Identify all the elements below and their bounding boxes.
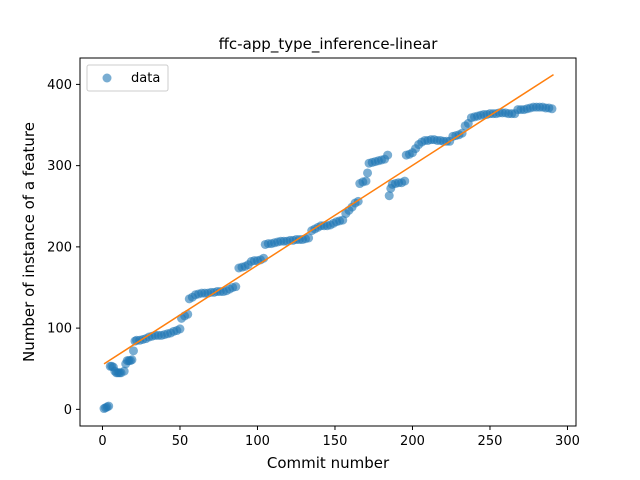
data-point-34 xyxy=(175,324,185,334)
x-tick-label-100: 100 xyxy=(245,434,270,449)
data-point-12 xyxy=(119,366,129,376)
data-point-111 xyxy=(400,176,410,186)
data-point-18 xyxy=(128,346,138,356)
data-point-77 xyxy=(304,233,314,243)
y-tick-label-0: 0 xyxy=(64,403,72,418)
data-point-3 xyxy=(104,401,114,411)
y-tick-label-100: 100 xyxy=(47,322,72,337)
y-tick-label-300: 300 xyxy=(47,159,72,174)
data-point-53 xyxy=(231,282,241,292)
data-point-17 xyxy=(127,355,137,365)
legend-label: data xyxy=(131,71,160,86)
y-axis: 0 100 200 300 400 xyxy=(47,78,80,418)
plot-area xyxy=(99,74,557,414)
data-point-97 xyxy=(363,168,373,178)
axes-frame xyxy=(79,57,577,427)
fit-line xyxy=(103,74,554,365)
chart-title: ffc-app_type_inference-linear xyxy=(219,35,439,54)
x-tick-label-200: 200 xyxy=(400,434,425,449)
x-axis: 0 50 100 150 200 250 300 xyxy=(98,426,580,449)
y-tick-label-200: 200 xyxy=(47,240,72,255)
data-point-159 xyxy=(547,104,557,114)
x-tick-label-0: 0 xyxy=(98,434,106,449)
legend: data xyxy=(86,64,169,92)
x-tick-label-50: 50 xyxy=(172,434,189,449)
x-tick-label-300: 300 xyxy=(555,434,580,449)
data-point-96 xyxy=(361,176,371,186)
legend-box xyxy=(86,64,169,92)
x-tick-label-250: 250 xyxy=(478,434,503,449)
data-point-104 xyxy=(383,150,393,160)
x-axis-label: Commit number xyxy=(267,454,390,472)
y-axis-label: Number of instance of a feature xyxy=(20,122,38,362)
y-tick-label-400: 400 xyxy=(47,78,72,93)
data-point-105 xyxy=(384,191,394,201)
legend-marker xyxy=(102,73,112,83)
x-tick-label-150: 150 xyxy=(323,434,348,449)
